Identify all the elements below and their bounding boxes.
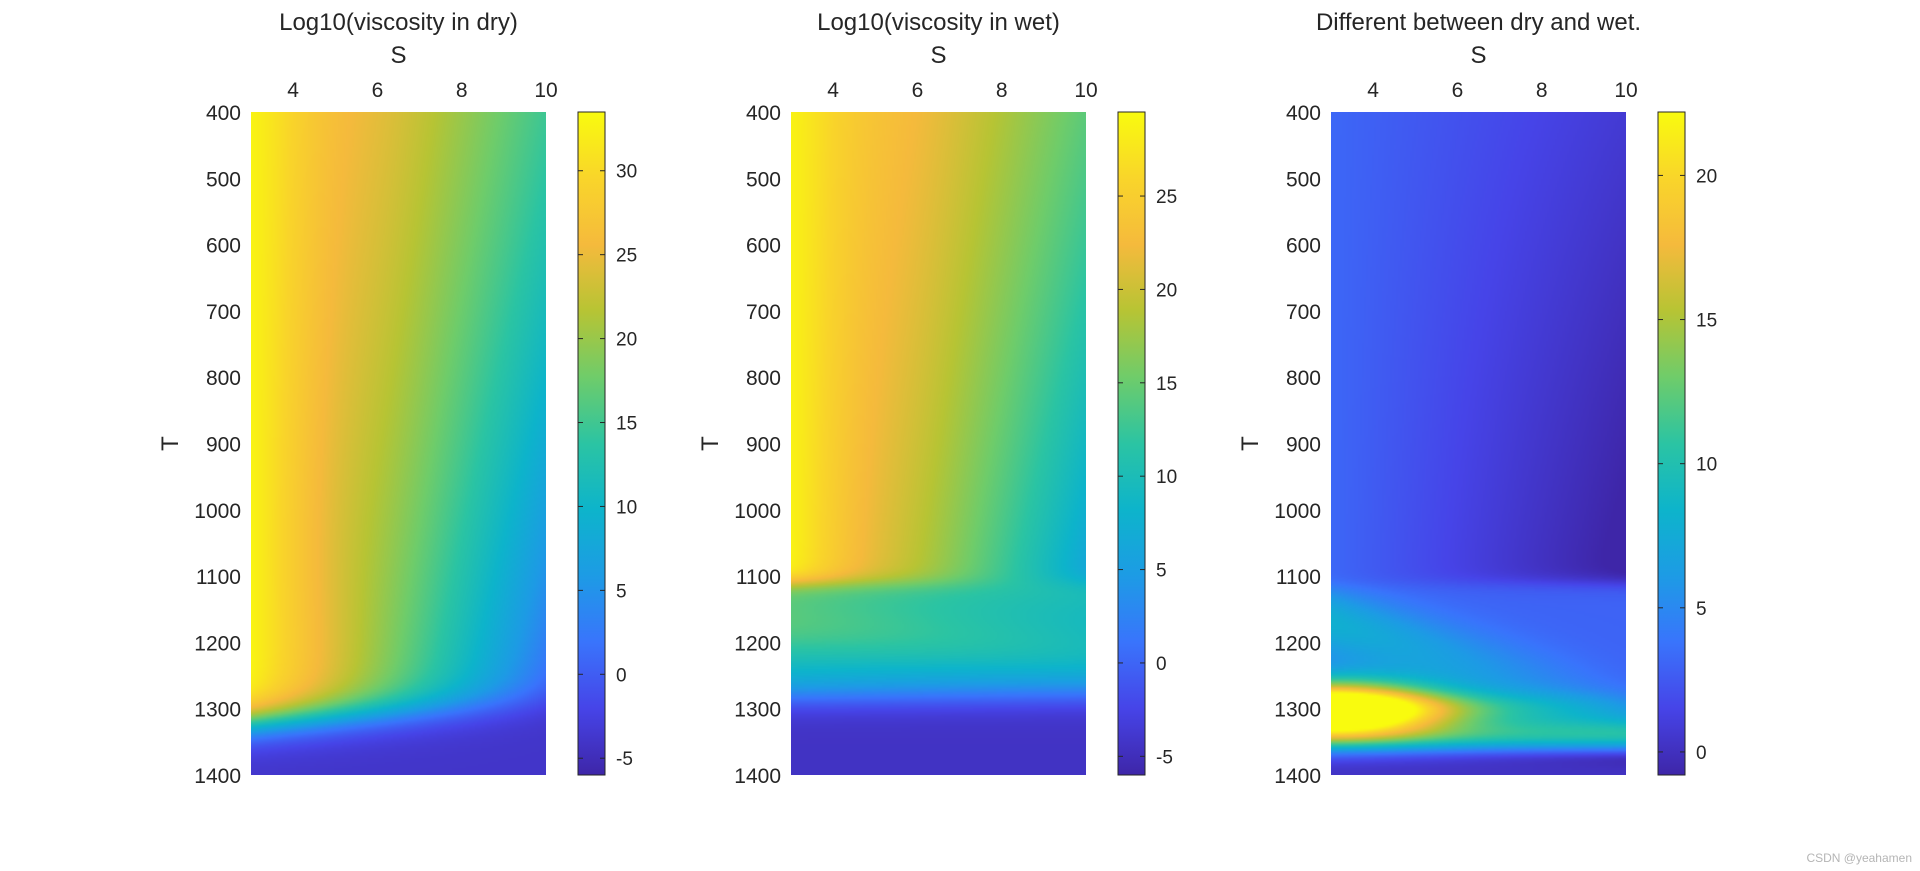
y-tick-label: 500 xyxy=(206,168,241,191)
x-axis-label: S xyxy=(930,42,946,69)
y-tick-label: 1200 xyxy=(734,632,781,655)
x-tick-label: 4 xyxy=(1367,79,1379,102)
colorbar-frame xyxy=(577,111,606,776)
x-tick-label: 6 xyxy=(912,79,924,102)
y-tick-label: 1100 xyxy=(736,566,781,589)
colorbar: -5 0 5 10 15 20 25 30 xyxy=(577,111,637,776)
colorbar-tick-label: 15 xyxy=(1156,374,1177,395)
y-tick-label: 900 xyxy=(206,434,241,457)
colorbar-frame xyxy=(1657,111,1686,776)
y-tick-label: 900 xyxy=(746,434,781,457)
chart-title: Log10(viscosity in dry) xyxy=(279,9,518,36)
y-tick-label: 400 xyxy=(746,102,781,125)
x-tick-label: 10 xyxy=(534,79,557,102)
y-tick-label: 1100 xyxy=(1276,566,1321,589)
y-axis-label: T xyxy=(697,436,724,451)
x-tick-label: 8 xyxy=(456,79,468,102)
y-tick-label: 600 xyxy=(1286,235,1321,258)
y-tick-label: 1400 xyxy=(1274,765,1321,788)
y-tick-label: 600 xyxy=(746,235,781,258)
x-tick-label: 8 xyxy=(1536,79,1548,102)
y-tick-label: 700 xyxy=(206,301,241,324)
y-tick-label: 700 xyxy=(1286,301,1321,324)
heatmap-image xyxy=(791,112,1086,775)
y-tick-label: 700 xyxy=(746,301,781,324)
y-tick-label: 500 xyxy=(746,168,781,191)
y-tick-label: 1300 xyxy=(1274,699,1321,722)
x-tick-label: 10 xyxy=(1614,79,1637,102)
y-tick-label: 1200 xyxy=(1274,632,1321,655)
colorbar-tick-label: 5 xyxy=(616,581,627,602)
y-tick-label: 1300 xyxy=(194,699,241,722)
y-tick-label: 1000 xyxy=(734,500,781,523)
colorbar-frame xyxy=(1117,111,1146,776)
watermark: CSDN @yeahamen xyxy=(1806,851,1912,865)
colorbar: 0 5 10 15 20 xyxy=(1657,111,1717,776)
y-axis-label: T xyxy=(157,436,184,451)
colorbar-tick-label: 10 xyxy=(616,497,637,518)
colorbar-fill xyxy=(1118,112,1145,775)
y-tick-label: 400 xyxy=(206,102,241,125)
colorbar-tick-label: 0 xyxy=(1696,743,1707,764)
colorbar-tick-label: 20 xyxy=(1696,166,1717,187)
y-axis-label: T xyxy=(1237,436,1264,451)
x-tick-label: 6 xyxy=(372,79,384,102)
colorbar-tick-label: 0 xyxy=(616,665,627,686)
colorbar: -5 0 5 10 15 20 25 xyxy=(1117,111,1177,776)
y-tick-label: 1100 xyxy=(196,566,241,589)
chart-title: Different between dry and wet. xyxy=(1316,9,1641,36)
colorbar-tick-label: 5 xyxy=(1696,599,1707,620)
y-tick-label: 400 xyxy=(1286,102,1321,125)
y-tick-label: 800 xyxy=(1286,367,1321,390)
colorbar-fill xyxy=(1658,112,1685,775)
colorbar-tick-label: 20 xyxy=(1156,280,1177,301)
heatmap-image xyxy=(1331,112,1626,775)
chart-title: Log10(viscosity in wet) xyxy=(817,9,1060,36)
colorbar-tick-label: 0 xyxy=(1156,654,1167,675)
x-tick-label: 10 xyxy=(1074,79,1097,102)
colorbar-tick-label: 15 xyxy=(1696,311,1717,332)
y-tick-label: 800 xyxy=(206,367,241,390)
y-tick-label: 1400 xyxy=(734,765,781,788)
colorbar-tick-label: 5 xyxy=(1156,561,1167,582)
colorbar-tick-label: 10 xyxy=(1696,455,1717,476)
y-tick-label: 600 xyxy=(206,235,241,258)
x-axis-label: S xyxy=(1470,42,1486,69)
y-tick-label: 1400 xyxy=(194,765,241,788)
colorbar-tick-label: 10 xyxy=(1156,467,1177,488)
x-tick-label: 4 xyxy=(827,79,839,102)
y-tick-label: 900 xyxy=(1286,434,1321,457)
y-tick-label: 1000 xyxy=(194,500,241,523)
y-tick-label: 1300 xyxy=(734,699,781,722)
x-axis-label: S xyxy=(390,42,406,69)
heatmap-image xyxy=(251,112,546,775)
x-tick-label: 6 xyxy=(1452,79,1464,102)
chart-panel-2: Log10(viscosity in wet) S T 4 6 8 10 400 500 600 7… xyxy=(697,9,1177,788)
y-tick-label: 1000 xyxy=(1274,500,1321,523)
colorbar-tick-label: 25 xyxy=(616,246,637,267)
x-tick-label: 4 xyxy=(287,79,299,102)
colorbar-tick-label: -5 xyxy=(1156,747,1173,768)
colorbar-tick-label: 25 xyxy=(1156,187,1177,208)
colorbar-tick-label: 15 xyxy=(616,414,637,435)
colorbar-tick-label: 30 xyxy=(616,162,637,183)
y-tick-label: 500 xyxy=(1286,168,1321,191)
chart-panel-3: Different between dry and wet. S T 4 6 8 10 400… xyxy=(1237,9,1717,788)
chart-panel-1: Log10(viscosity in dry) S T 4 6 8 10 400 500 600 7… xyxy=(157,9,637,788)
colorbar-tick-label: -5 xyxy=(616,749,633,770)
y-tick-label: 1200 xyxy=(194,632,241,655)
x-tick-label: 8 xyxy=(996,79,1008,102)
colorbar-tick-label: 20 xyxy=(616,330,637,351)
y-tick-label: 800 xyxy=(746,367,781,390)
colorbar-fill xyxy=(578,112,605,775)
